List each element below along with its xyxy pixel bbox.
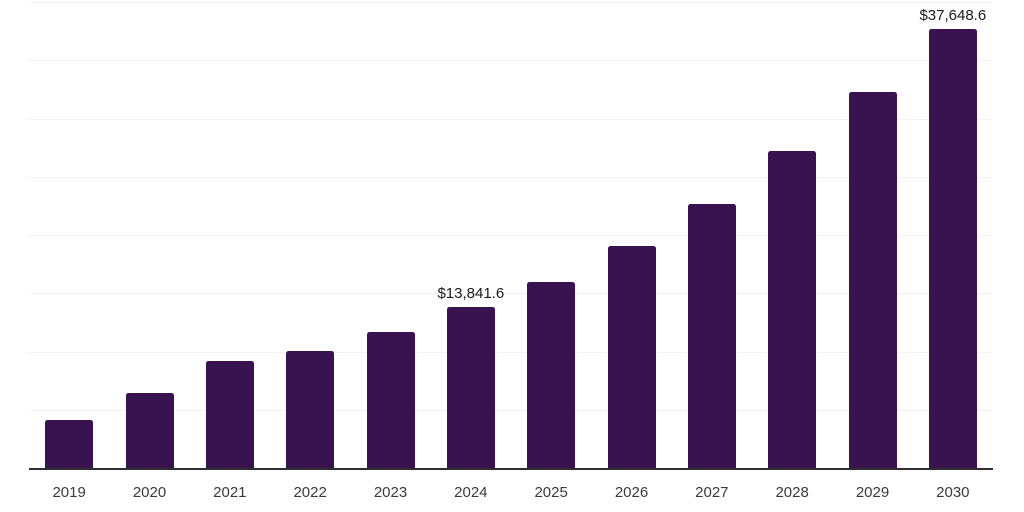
bar-2019 [45, 420, 94, 468]
plot-area: $13,841.6 $37,648.6 [29, 2, 993, 468]
x-tick-label-2020: 2020 [132, 484, 167, 501]
bar-2020 [125, 393, 174, 468]
x-tick-label-2028: 2028 [775, 484, 809, 501]
data-label-2030: $37,648.6 [919, 7, 987, 25]
x-tick-label-2026: 2026 [614, 484, 649, 501]
x-tick-label-2019: 2019 [52, 484, 86, 501]
gridline [29, 235, 993, 236]
bar-2021 [205, 360, 254, 468]
bar-2028 [768, 151, 817, 468]
gridline [29, 176, 993, 178]
bar-2024 [446, 306, 495, 468]
bar-2030 [928, 29, 977, 468]
x-tick-label-2030: 2030 [936, 484, 970, 501]
gridline [29, 118, 993, 120]
gridline [29, 409, 993, 411]
bar-2022 [286, 350, 335, 468]
x-tick-label-2025: 2025 [534, 484, 568, 501]
bar-2029 [848, 91, 897, 468]
x-tick-label-2029: 2029 [855, 484, 890, 501]
x-tick-label-2022: 2022 [293, 484, 327, 501]
x-axis-line [29, 468, 993, 470]
bar-2026 [607, 245, 656, 468]
x-tick-label-2024: 2024 [454, 484, 488, 501]
bar-2023 [366, 331, 415, 468]
gridline [29, 60, 993, 62]
gridline [29, 2, 993, 3]
x-tick-label-2027: 2027 [695, 484, 729, 501]
x-axis-labels: 2019 2020 2021 2022 2023 2024 2025 2026 2027 2028… [29, 484, 993, 505]
x-tick-label-2021: 2021 [213, 484, 247, 501]
gridline [29, 351, 993, 353]
x-tick-label-2023: 2023 [373, 484, 408, 501]
data-label-2024: $13,841.6 [437, 284, 505, 302]
bar-2025 [527, 281, 576, 468]
bar-2027 [687, 203, 736, 468]
gridline [29, 293, 993, 295]
